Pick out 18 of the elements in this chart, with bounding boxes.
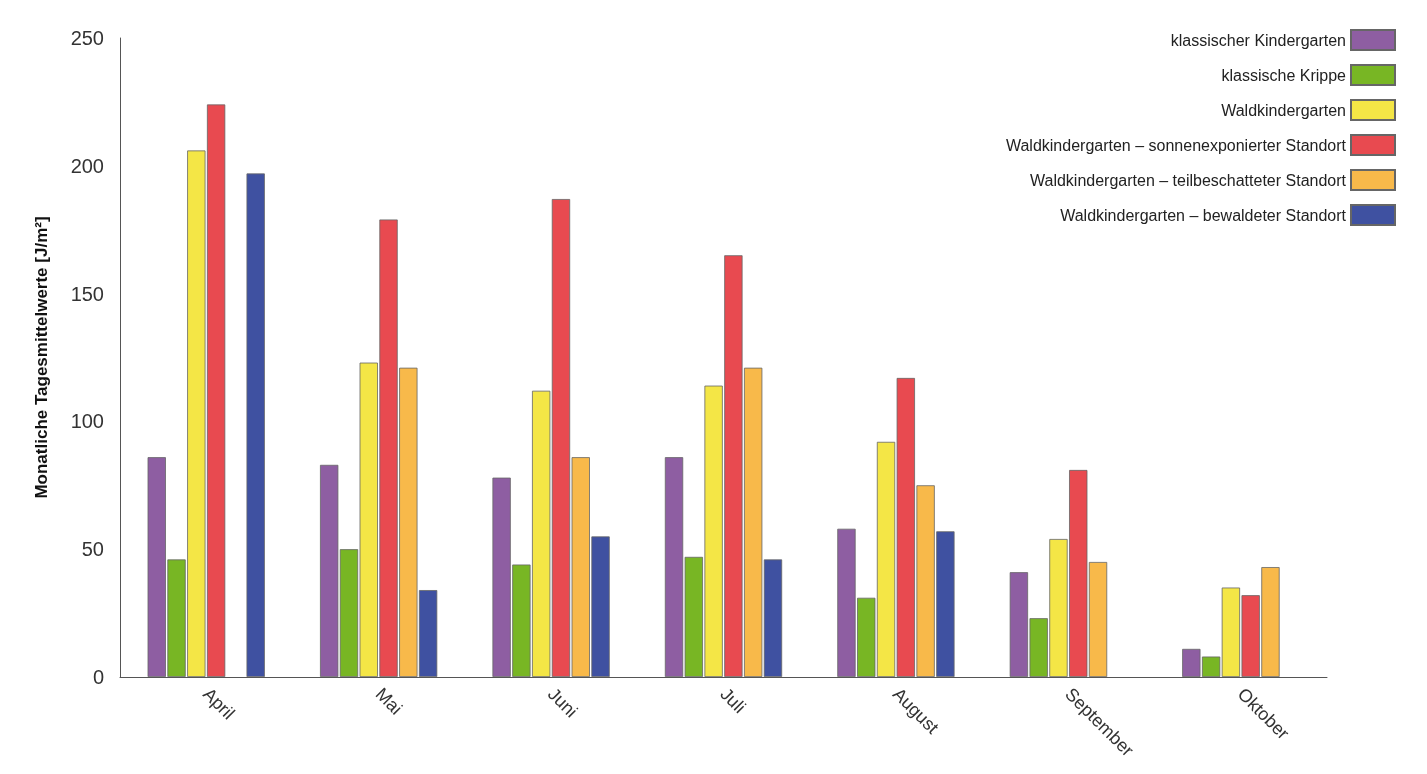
y-tick-label: 100 xyxy=(70,410,104,433)
y-tick-label: 150 xyxy=(70,282,104,305)
legend-label: Waldkindergarten – bewaldeter Standort xyxy=(1060,206,1347,224)
y-axis-title: Monatliche Tagesmittelwerte [J/m²] xyxy=(32,216,51,499)
legend-label: Waldkindergarten – teilbeschatteter Standort xyxy=(1029,171,1347,189)
legend-label: Waldkindergarten xyxy=(1221,101,1346,119)
x-tick-label: Mai xyxy=(371,683,407,719)
bar xyxy=(246,173,265,677)
y-tick-label: 50 xyxy=(81,538,104,561)
y-tick-label: 250 xyxy=(70,27,104,49)
y-tick-label: 200 xyxy=(70,154,104,177)
legend-label: klassische Krippe xyxy=(1221,66,1347,84)
legend-label: Waldkindergarten – sonnenexponierter Standort xyxy=(1005,136,1347,154)
x-tick-label: April xyxy=(199,683,239,724)
legend-label: klassischer Kindergarten xyxy=(1170,31,1346,49)
x-tick-label: Juli xyxy=(716,683,750,718)
y-tick-label: 0 xyxy=(92,666,104,688)
x-tick-label: Juni xyxy=(544,683,582,722)
